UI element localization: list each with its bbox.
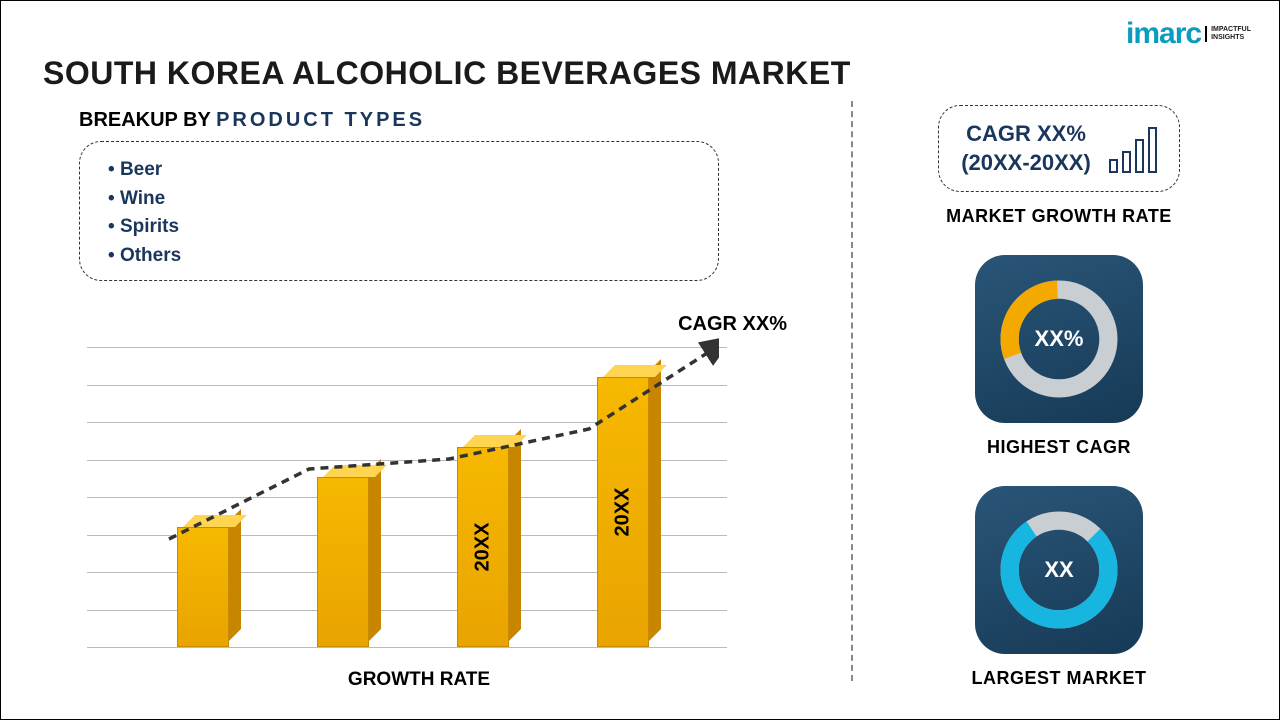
logo-tagline: IMPACTFUL INSIGHTS: [1205, 26, 1251, 41]
list-item: Beer: [108, 156, 690, 185]
cagr-arrow-label: CAGR XX%: [678, 313, 787, 336]
subtitle: BREAKUP BY PRODUCT TYPES: [79, 109, 425, 132]
list-item: Wine: [108, 185, 690, 214]
product-types-box: Beer Wine Spirits Others: [79, 141, 719, 281]
list-item: Others: [108, 242, 690, 271]
subtitle-accent: PRODUCT TYPES: [216, 109, 425, 131]
highest-cagr-card: XX%: [975, 255, 1143, 423]
largest-market-label: LARGEST MARKET: [972, 668, 1147, 689]
donut-center-value: XX: [1044, 557, 1073, 583]
chart-x-label: GROWTH RATE: [348, 669, 490, 691]
chart-bar: [317, 477, 381, 647]
page-title: SOUTH KOREA ALCOHOLIC BEVERAGES MARKET: [43, 55, 851, 92]
brand-logo: imarc IMPACTFUL INSIGHTS: [1126, 17, 1251, 51]
donut-center-value: XX%: [1035, 326, 1084, 352]
chart-bar: [177, 527, 241, 647]
list-item: Spirits: [108, 213, 690, 242]
bar-label: 20XX: [612, 488, 635, 537]
market-growth-rate-label: MARKET GROWTH RATE: [946, 206, 1172, 227]
bars-container: 20XX 20XX: [139, 347, 699, 647]
bar-label: 20XX: [472, 523, 495, 572]
cagr-summary-box: CAGR XX% (20XX-20XX): [938, 105, 1180, 192]
vertical-divider: [851, 101, 853, 681]
growth-bar-chart: 20XX20XX CAGR XX% GROWTH RATE: [79, 309, 759, 669]
largest-market-card: XX: [975, 486, 1143, 654]
logo-text: imarc: [1126, 17, 1201, 51]
chart-bar: 20XX: [597, 377, 661, 647]
subtitle-prefix: BREAKUP BY: [79, 109, 216, 131]
product-list: Beer Wine Spirits Others: [108, 156, 690, 270]
right-column: CAGR XX% (20XX-20XX) MARKET GROWTH RATE …: [889, 105, 1229, 689]
cagr-text: CAGR XX% (20XX-20XX): [961, 120, 1091, 177]
bar-chart-icon: [1109, 125, 1157, 173]
highest-cagr-label: HIGHEST CAGR: [987, 437, 1131, 458]
chart-bar: 20XX: [457, 447, 521, 647]
